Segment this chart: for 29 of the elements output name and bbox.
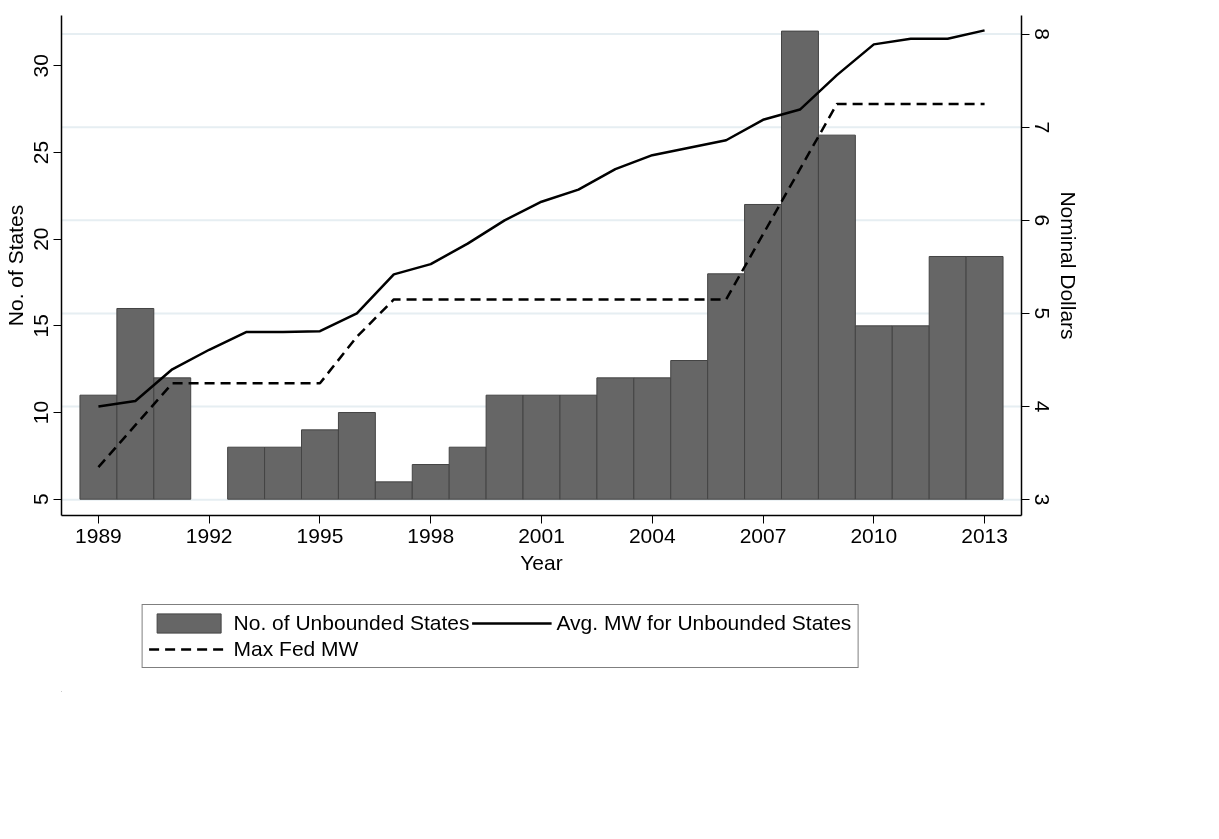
- x-tick-label: 1992: [185, 523, 233, 547]
- y-tick-label: 15: [29, 314, 53, 338]
- x-tick-label: 2007: [739, 523, 787, 547]
- x-tick-label: 2013: [961, 523, 1008, 547]
- y-tick-label: 30: [29, 54, 53, 78]
- x-tick-label: 2010: [850, 523, 898, 547]
- y2-tick-label: 8: [1030, 28, 1054, 40]
- y2-tick-label: 3: [1030, 493, 1054, 506]
- y-axis-title: No. of States: [3, 204, 27, 327]
- x-tick-label: 2001: [518, 523, 565, 547]
- y-tick-label: 20: [29, 227, 53, 251]
- legend-label: Max Fed MW: [233, 637, 359, 661]
- y-tick-label: 10: [29, 400, 53, 425]
- line-series: [97, 29, 986, 408]
- y2-tick-label: 6: [1030, 214, 1054, 227]
- x-tick-label: 2004: [628, 523, 676, 547]
- y2-tick-label: 4: [1030, 400, 1054, 413]
- y2-tick-label: 7: [1030, 121, 1054, 134]
- y2-tick-label: 5: [1030, 307, 1054, 320]
- x-axis-title: Year: [520, 550, 563, 574]
- x-tick-label: 1989: [75, 523, 122, 547]
- line-series: [97, 102, 986, 469]
- x-tick-label: 1995: [296, 523, 344, 547]
- y2-axis-title: Nominal Dollars: [1056, 191, 1080, 340]
- y-tick-label: 5: [29, 493, 53, 506]
- legend-label: No. of Unbounded States: [233, 611, 470, 635]
- x-tick-label: 1998: [407, 523, 455, 547]
- y-tick-label: 25: [29, 140, 53, 165]
- legend-label: Avg. MW for Unbounded States: [556, 611, 852, 635]
